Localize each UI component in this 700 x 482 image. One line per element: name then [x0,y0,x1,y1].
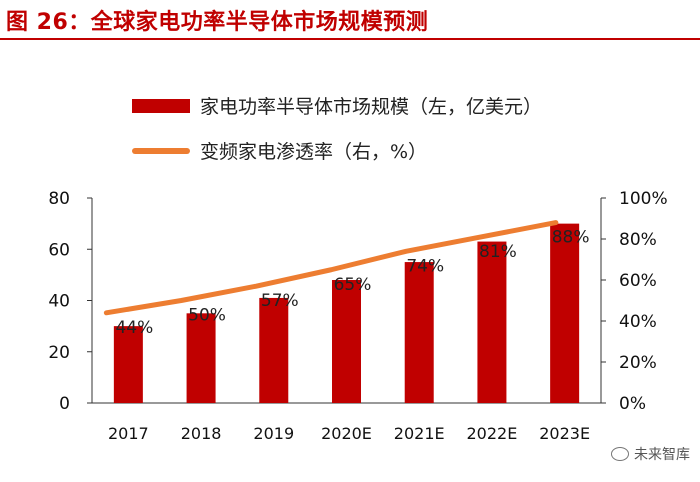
legend-line-swatch [132,147,190,154]
bar-2018 [186,313,216,403]
left-tick-label: 0 [59,394,70,414]
legend-bar-swatch [132,98,190,113]
bar-2020E [332,280,361,403]
line-data-label: 88% [552,228,590,248]
x-tick-label: 2020E [321,424,372,443]
penetration-rate-line [103,220,559,316]
line-data-label: 50% [188,306,226,326]
chart-title: 图 26：全球家电功率半导体市场规模预测 [6,10,429,35]
left-tick-label: 40 [48,292,70,312]
watermark-text: 未来智库 [634,447,690,463]
legend-line-label: 变频家电渗透率（右，%） [200,141,428,163]
left-tick-label: 60 [48,240,70,260]
wechat-icon [611,447,629,461]
right-tick-label: 20% [619,353,657,373]
right-tick-label: 60% [619,271,657,291]
right-tick-label: 40% [619,312,657,332]
bar-2022E [477,241,507,403]
legend-bar-entry: 家电功率半导体市场规模（左，亿美元） [132,92,542,119]
x-tick-label: 2022E [467,424,518,443]
x-tick-label: 2018 [181,424,222,443]
bar-2023E [550,223,580,403]
watermark: 未来智库 [611,444,690,464]
line-data-label: 81% [479,242,517,262]
line-data-label: 65% [334,275,372,295]
right-tick-label: 80% [619,230,657,250]
line-data-label: 44% [115,318,153,338]
line-data-label: 74% [406,256,444,276]
bar-2017 [113,326,143,403]
x-tick-label: 2019 [253,424,294,443]
left-tick-label: 80 [48,189,70,209]
legend-bar-label: 家电功率半导体市场规模（左，亿美元） [200,96,543,118]
bar-2019 [259,297,289,403]
left-tick-label: 20 [48,343,70,363]
x-tick-label: 2017 [108,424,149,443]
right-tick-label: 0% [619,394,646,414]
legend-line-entry: 变频家电渗透率（右，%） [132,137,427,164]
title-divider [0,38,700,40]
x-tick-label: 2021E [394,424,445,443]
x-tick-label: 2023E [539,424,590,443]
bar-2021E [404,262,434,403]
right-tick-label: 100% [619,189,668,209]
line-data-label: 57% [261,291,299,311]
